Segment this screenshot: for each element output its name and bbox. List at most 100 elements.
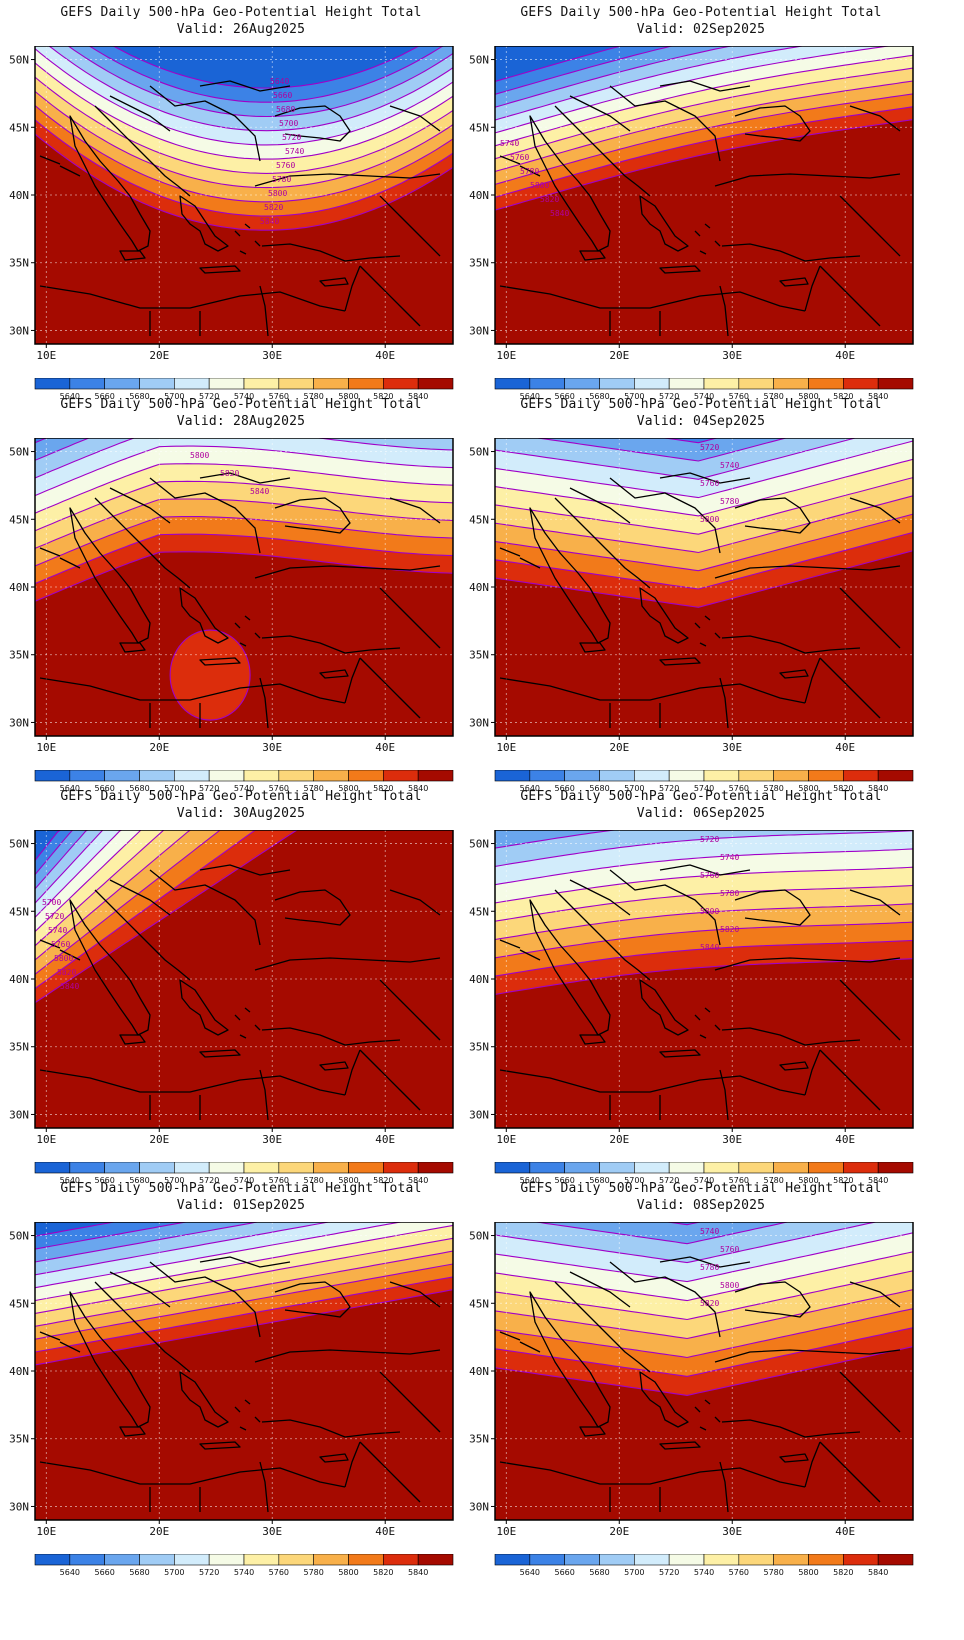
height-contour-line bbox=[495, 903, 913, 941]
lon-tick-label: 20E bbox=[149, 1525, 169, 1538]
height-contour-line bbox=[35, 445, 453, 497]
colorbar-swatch bbox=[139, 770, 175, 782]
lat-tick-label: 40N bbox=[9, 1365, 29, 1378]
height-contour-line bbox=[495, 440, 913, 499]
lon-tick-label: 10E bbox=[496, 741, 516, 754]
colorbar-label: 5820 bbox=[833, 392, 853, 401]
lat-tick-label: 35N bbox=[9, 1041, 29, 1054]
colorbar-label: 5640 bbox=[60, 1176, 80, 1185]
coastline-border bbox=[609, 1487, 661, 1512]
coastline-border bbox=[179, 587, 229, 644]
colorbar-label: 5660 bbox=[94, 1568, 114, 1577]
lat-tick-label: 50N bbox=[469, 54, 489, 67]
height-contour-line bbox=[35, 830, 222, 975]
height-band bbox=[495, 830, 615, 849]
height-contour-line bbox=[495, 1289, 913, 1340]
coastline-border bbox=[149, 1095, 201, 1120]
coastline-border bbox=[734, 105, 811, 142]
colorbar-label: 5760 bbox=[269, 1176, 289, 1185]
height-contour-line bbox=[495, 921, 913, 959]
colorbar-swatch bbox=[174, 1554, 210, 1566]
panel-title: GEFS Daily 500-hPa Geo-Potential Height … bbox=[520, 5, 882, 20]
lon-tick-label: 40E bbox=[835, 741, 855, 754]
colorbar-swatch bbox=[313, 378, 349, 390]
height-contour-line bbox=[495, 958, 913, 995]
coastline-border bbox=[734, 497, 811, 534]
colorbar-label: 5800 bbox=[798, 392, 818, 401]
height-band bbox=[35, 438, 453, 496]
colorbar-swatch bbox=[348, 1554, 384, 1566]
colorbar-swatch bbox=[417, 1162, 454, 1174]
lat-tick-label: 45N bbox=[469, 121, 489, 134]
colorbar-swatch bbox=[808, 378, 844, 390]
coastline-border bbox=[119, 250, 146, 261]
height-contour-line bbox=[495, 46, 734, 108]
height-contour-line bbox=[495, 458, 913, 517]
colorbar-label: 5820 bbox=[373, 784, 393, 793]
colorbar-label: 5660 bbox=[94, 392, 114, 401]
colorbar-swatch bbox=[243, 378, 280, 390]
colorbar-label: 5840 bbox=[408, 784, 428, 793]
contour-label: 5800 bbox=[700, 515, 719, 524]
colorbar-swatch bbox=[278, 770, 314, 782]
lat-tick-label: 40N bbox=[469, 1365, 489, 1378]
colorbar: 5640 5660 5680 5700 5720 5740 5760 5780 5800 5820… bbox=[494, 770, 914, 793]
coastline-border bbox=[659, 657, 701, 666]
coastline-border bbox=[734, 1281, 811, 1318]
colorbar-swatch bbox=[174, 378, 210, 390]
contour-label: 5740 bbox=[700, 1227, 719, 1236]
lat-tick-label: 50N bbox=[9, 838, 29, 851]
colorbar-swatch bbox=[564, 1162, 600, 1174]
colorbar-swatch bbox=[494, 770, 531, 782]
contour-label: 5720 bbox=[700, 835, 719, 844]
colorbar-swatch bbox=[278, 1554, 314, 1566]
height-contour-line bbox=[495, 54, 913, 147]
coastline-border bbox=[694, 1399, 721, 1431]
colorbar-label: 5760 bbox=[269, 1568, 289, 1577]
coastline-border bbox=[719, 285, 729, 337]
height-contour-line bbox=[495, 1308, 913, 1359]
contour-label: 5640 bbox=[270, 77, 289, 86]
coastline-border bbox=[659, 472, 751, 484]
colorbar-swatch bbox=[634, 378, 670, 390]
colorbar-label: 5820 bbox=[373, 392, 393, 401]
colorbar-swatch bbox=[348, 378, 384, 390]
colorbar-label: 5720 bbox=[659, 392, 679, 401]
coastline-border bbox=[554, 497, 651, 589]
coastline-border bbox=[199, 472, 291, 484]
coastline-border bbox=[694, 223, 721, 255]
coastline-border bbox=[179, 195, 229, 252]
height-contour-line bbox=[35, 90, 453, 189]
coastline-border bbox=[779, 1453, 809, 1463]
colorbar-swatch bbox=[564, 378, 600, 390]
height-contour-line bbox=[35, 1222, 118, 1237]
colorbar-swatch bbox=[634, 770, 670, 782]
colorbar-swatch bbox=[69, 378, 105, 390]
coastline-border bbox=[39, 285, 346, 312]
contour-label: 5760 bbox=[700, 871, 719, 880]
colorbar-swatch bbox=[877, 1554, 914, 1566]
colorbar-label: 5700 bbox=[624, 784, 644, 793]
colorbar: 5640 5660 5680 5700 5720 5740 5760 5780 5800 5820… bbox=[494, 1162, 914, 1185]
colorbar-swatch bbox=[843, 1554, 879, 1566]
colorbar-swatch bbox=[808, 770, 844, 782]
colorbar-swatch bbox=[104, 378, 140, 390]
colorbar-label: 5820 bbox=[833, 784, 853, 793]
coastline-border bbox=[639, 195, 689, 252]
coastline-border bbox=[389, 1281, 441, 1308]
colorbar-label: 5740 bbox=[234, 1176, 254, 1185]
height-contour-line bbox=[35, 1222, 332, 1276]
coastline-border bbox=[389, 889, 441, 916]
colorbar-swatch bbox=[738, 1554, 774, 1566]
colorbar-swatch bbox=[773, 1162, 809, 1174]
coastline-border bbox=[319, 669, 349, 679]
contour-label: 5720 bbox=[700, 443, 719, 452]
contour-label: 5740 bbox=[720, 853, 739, 862]
lat-tick-label: 30N bbox=[469, 1500, 489, 1513]
contour-label: 5820 bbox=[720, 925, 739, 934]
lat-tick-label: 35N bbox=[469, 649, 489, 662]
height-contour-line bbox=[495, 477, 913, 535]
height-contour-line bbox=[35, 76, 453, 174]
colorbar-label: 5720 bbox=[659, 784, 679, 793]
height-contour-line bbox=[495, 939, 913, 977]
